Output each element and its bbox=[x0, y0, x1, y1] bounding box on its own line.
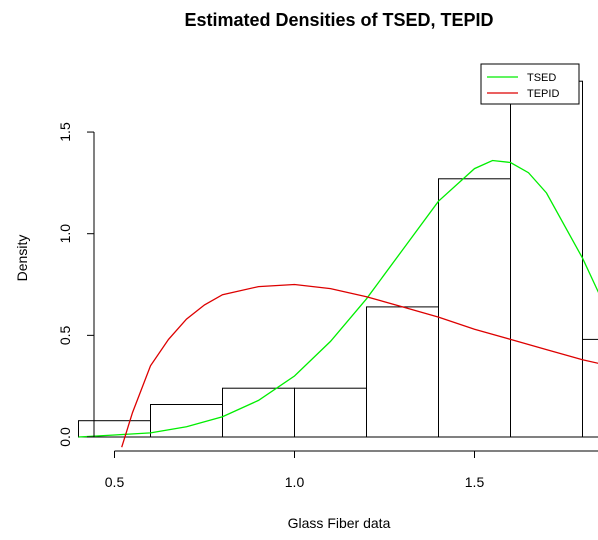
legend-label-tepid: TEPID bbox=[527, 88, 559, 100]
x-tick-label: 1.5 bbox=[465, 474, 485, 490]
histogram-bar-3 bbox=[294, 387, 367, 438]
density-lines bbox=[78, 159, 598, 448]
y-tick-label: 1.0 bbox=[57, 224, 73, 244]
histogram-bar-6 bbox=[510, 80, 583, 438]
y-axis: 0.0 0.5 1.0 1.5 bbox=[57, 122, 95, 447]
histogram-bar-4 bbox=[366, 306, 439, 438]
x-tick-label: 0.5 bbox=[105, 474, 125, 490]
series-line-tsed bbox=[78, 159, 598, 438]
legend-label-tsed: TSED bbox=[527, 72, 556, 84]
histogram-bar-5 bbox=[438, 178, 511, 438]
y-axis-label: Density bbox=[14, 235, 30, 282]
legend: TSED TEPID bbox=[480, 63, 580, 105]
x-axis-label: Glass Fiber data bbox=[288, 515, 391, 531]
histogram-bar-7 bbox=[582, 338, 598, 438]
histogram-bars bbox=[78, 80, 598, 438]
chart-title: Estimated Densities of TSED, TEPID bbox=[184, 10, 493, 30]
x-tick-label: 1.0 bbox=[285, 474, 305, 490]
histogram-bar-2 bbox=[222, 387, 295, 438]
legend-box bbox=[480, 63, 580, 105]
x-axis: 0.51.01.52.02.53.0 bbox=[105, 450, 598, 490]
y-tick-label: 0.5 bbox=[57, 325, 73, 345]
histogram-bar-1 bbox=[150, 404, 223, 438]
y-tick-label: 0.0 bbox=[57, 427, 73, 447]
y-tick-label: 1.5 bbox=[57, 122, 73, 142]
series-line-tepid bbox=[121, 283, 598, 448]
